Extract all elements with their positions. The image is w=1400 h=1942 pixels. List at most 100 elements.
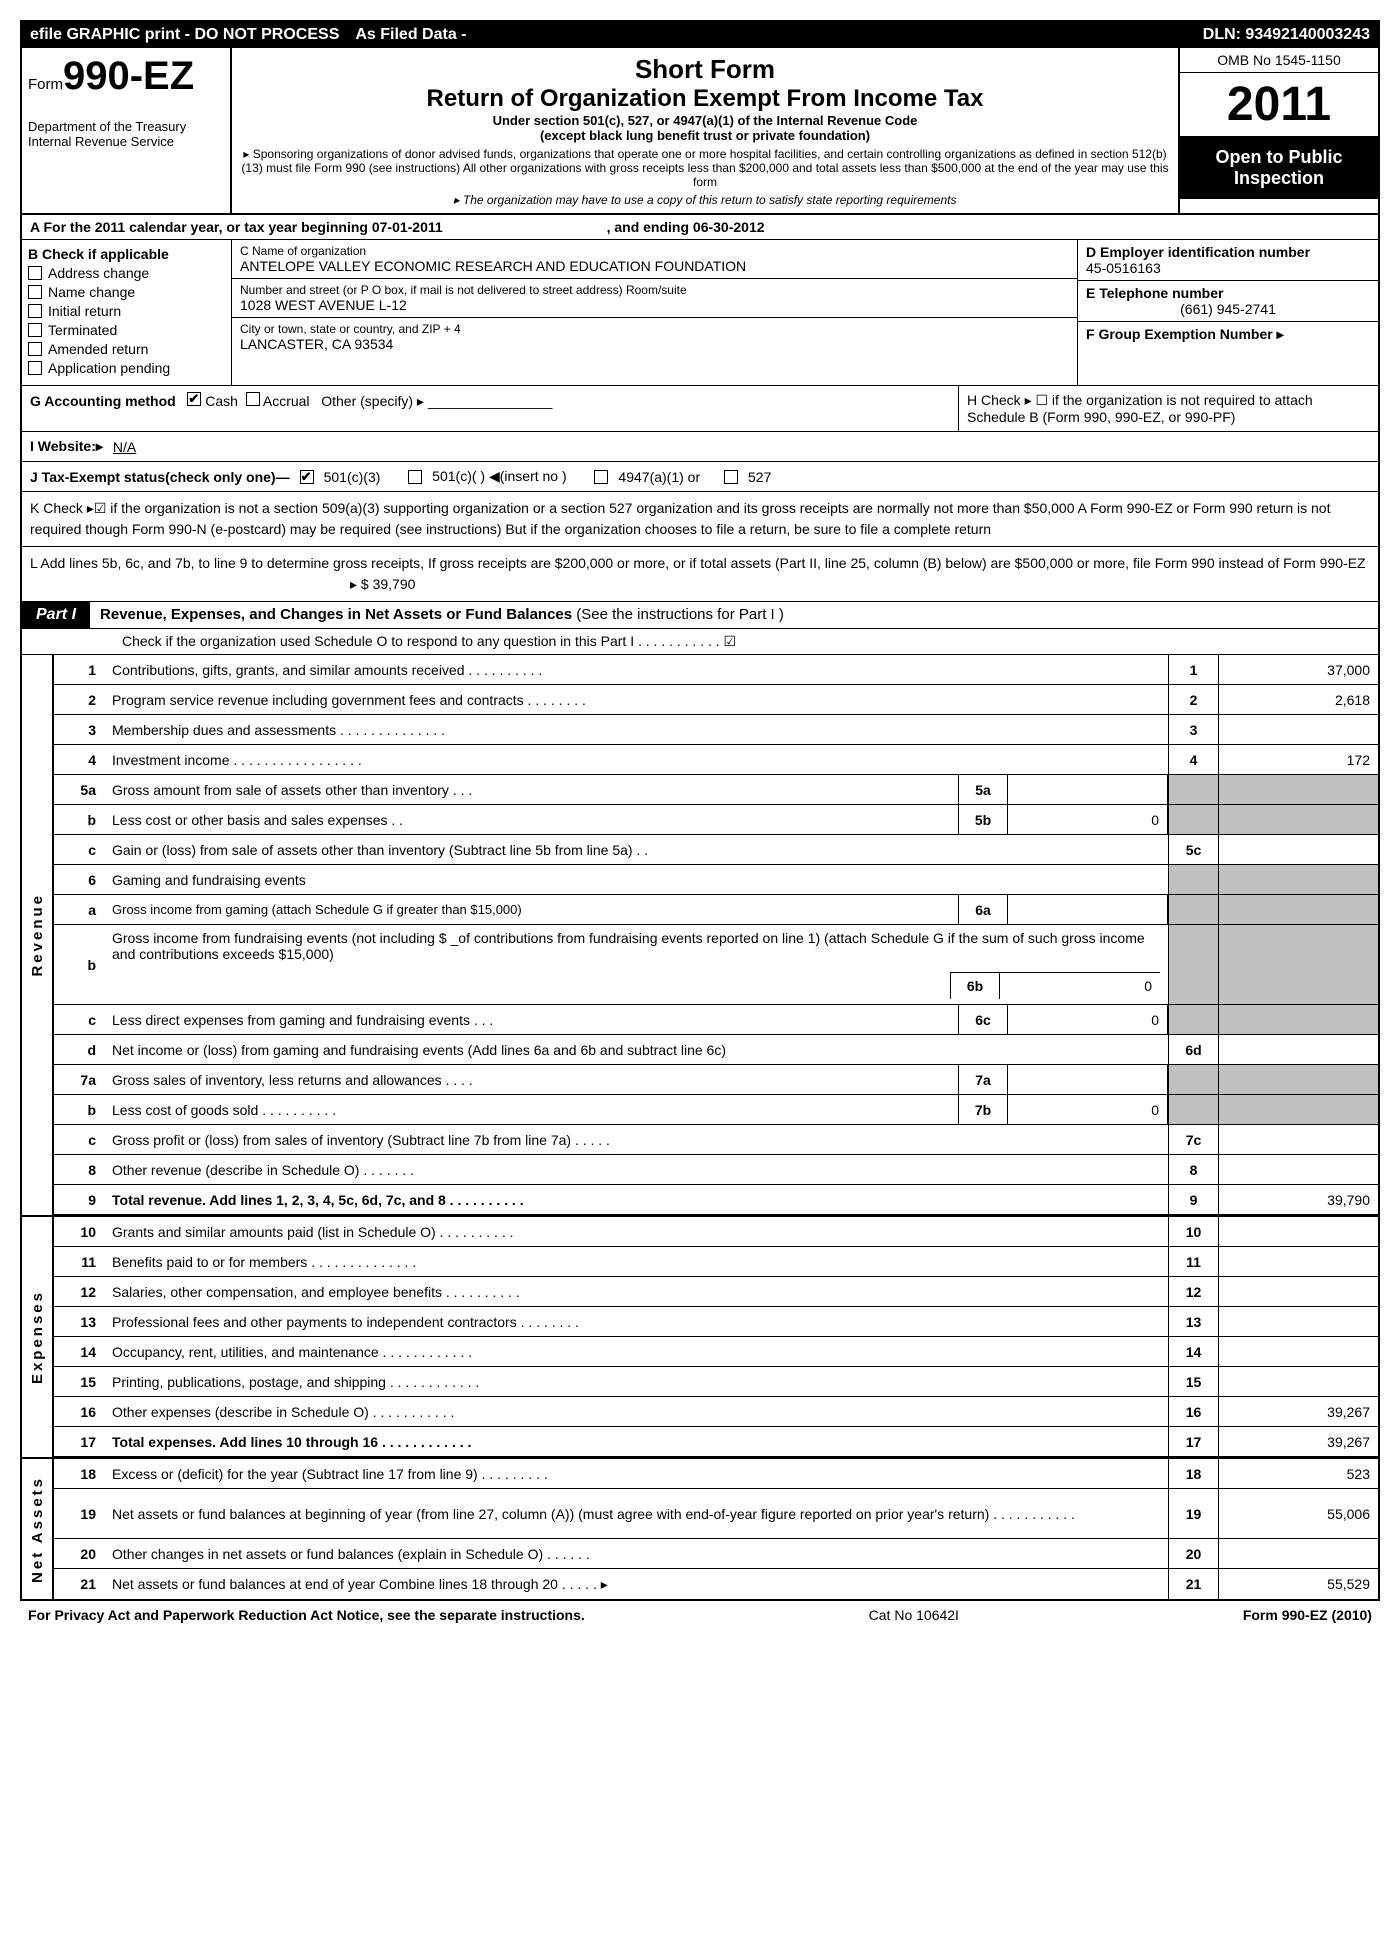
ln: b	[54, 805, 104, 834]
ev	[1218, 925, 1378, 1004]
ld: Salaries, other compensation, and employ…	[104, 1277, 1168, 1306]
phone: (661) 945-2741	[1086, 301, 1370, 317]
en: 4	[1168, 745, 1218, 774]
cb-initial-return[interactable]	[28, 304, 42, 318]
section-l: L Add lines 5b, 6c, and 7b, to line 9 to…	[22, 547, 1378, 602]
ld: Benefits paid to or for members . . . . …	[104, 1247, 1168, 1276]
ev	[1218, 1095, 1378, 1124]
cb-label: Name change	[48, 284, 135, 300]
subtitle-4: ▸ The organization may have to use a cop…	[238, 193, 1172, 207]
in: 7b	[958, 1095, 1008, 1124]
section-j: J Tax-Exempt status(check only one)— 501…	[22, 462, 1378, 492]
ln: 10	[54, 1217, 104, 1246]
section-g-label: G Accounting method	[30, 393, 176, 409]
ln: b	[54, 925, 104, 1004]
cb-4947[interactable]	[594, 470, 608, 484]
cb-label: Application pending	[48, 360, 170, 376]
side-revenue: Revenue	[29, 893, 46, 977]
part-tag: Part I	[22, 602, 90, 628]
expenses-section: Expenses 10Grants and similar amounts pa…	[22, 1215, 1378, 1457]
website-label: I Website:▸	[30, 438, 103, 455]
in: 5b	[958, 805, 1008, 834]
cb-address-change[interactable]	[28, 266, 42, 280]
4947-label: 4947(a)(1) or	[618, 469, 700, 485]
dept-treasury: Department of the Treasury	[28, 119, 224, 134]
ev	[1218, 1337, 1378, 1366]
ld: Investment income . . . . . . . . . . . …	[104, 745, 1168, 774]
cb-pending[interactable]	[28, 361, 42, 375]
cb-amended[interactable]	[28, 342, 42, 356]
en: 13	[1168, 1307, 1218, 1336]
cb-accrual[interactable]	[246, 392, 260, 406]
tax-year-begin: A For the 2011 calendar year, or tax yea…	[30, 219, 443, 235]
ln: 8	[54, 1155, 104, 1184]
group-label: F Group Exemption Number ▸	[1086, 326, 1370, 343]
en: 8	[1168, 1155, 1218, 1184]
ev	[1218, 1539, 1378, 1568]
ld: Gain or (loss) from sale of assets other…	[104, 835, 1168, 864]
iv: 0	[1008, 1005, 1168, 1034]
en	[1168, 775, 1218, 804]
subtitle-2: (except black lung benefit trust or priv…	[238, 128, 1172, 143]
ld: Net assets or fund balances at end of ye…	[104, 1569, 1168, 1599]
revenue-section: Revenue 1Contributions, gifts, grants, a…	[22, 655, 1378, 1215]
ev	[1218, 1065, 1378, 1094]
footer-mid: Cat No 10642I	[869, 1607, 959, 1623]
ev: 39,267	[1218, 1397, 1378, 1426]
ev	[1218, 895, 1378, 924]
ln: 19	[54, 1489, 104, 1538]
ld: Contributions, gifts, grants, and simila…	[104, 655, 1168, 684]
en: 5c	[1168, 835, 1218, 864]
ln: 3	[54, 715, 104, 744]
ld: Total revenue. Add lines 1, 2, 3, 4, 5c,…	[104, 1185, 1168, 1214]
cb-terminated[interactable]	[28, 323, 42, 337]
ld: Gross income from fundraising events (no…	[112, 930, 1145, 962]
section-b-header: B Check if applicable	[28, 246, 225, 262]
ld: Membership dues and assessments . . . . …	[104, 715, 1168, 744]
as-filed: As Filed Data -	[347, 22, 1194, 48]
ln: 21	[54, 1569, 104, 1599]
info-grid: B Check if applicable Address change Nam…	[22, 240, 1378, 386]
short-form-title: Short Form	[238, 54, 1172, 85]
ev	[1218, 1247, 1378, 1276]
dln: DLN: 93492140003243	[1195, 22, 1378, 48]
website-value: N/A	[113, 439, 136, 455]
ev	[1218, 1367, 1378, 1396]
cb-527[interactable]	[724, 470, 738, 484]
cb-501c[interactable]	[408, 470, 422, 484]
ln: 16	[54, 1397, 104, 1426]
ld: Less cost or other basis and sales expen…	[104, 805, 958, 834]
cb-name-change[interactable]	[28, 285, 42, 299]
en: 9	[1168, 1185, 1218, 1214]
ln: a	[54, 895, 104, 924]
ln: 6	[54, 865, 104, 894]
ln: 5a	[54, 775, 104, 804]
ev: 55,006	[1218, 1489, 1378, 1538]
ld: Gross income from gaming (attach Schedul…	[104, 895, 958, 924]
ln: 18	[54, 1459, 104, 1488]
iv: 0	[1008, 805, 1168, 834]
iv	[1008, 1065, 1168, 1094]
en: 3	[1168, 715, 1218, 744]
section-h: H Check ▸ ☐ if the organization is not r…	[958, 386, 1378, 431]
cb-501c3[interactable]	[300, 470, 314, 484]
footer-right: Form 990-EZ (2010)	[1243, 1607, 1372, 1623]
ev	[1218, 805, 1378, 834]
ev	[1218, 1277, 1378, 1306]
ev: 2,618	[1218, 685, 1378, 714]
ev	[1218, 835, 1378, 864]
en	[1168, 925, 1218, 1004]
en: 11	[1168, 1247, 1218, 1276]
cb-cash[interactable]	[187, 392, 201, 406]
net-assets-section: Net Assets 18Excess or (deficit) for the…	[22, 1457, 1378, 1599]
section-i: I Website:▸ N/A	[22, 432, 1378, 462]
ev: 172	[1218, 745, 1378, 774]
page-footer: For Privacy Act and Paperwork Reduction …	[20, 1601, 1380, 1629]
form-header: Form990-EZ Department of the Treasury In…	[22, 48, 1378, 215]
ld: Net assets or fund balances at beginning…	[104, 1489, 1168, 1538]
ld: Occupancy, rent, utilities, and maintena…	[104, 1337, 1168, 1366]
other-label: Other (specify) ▸	[321, 393, 424, 409]
side-expenses: Expenses	[29, 1290, 46, 1384]
en: 7c	[1168, 1125, 1218, 1154]
en: 12	[1168, 1277, 1218, 1306]
